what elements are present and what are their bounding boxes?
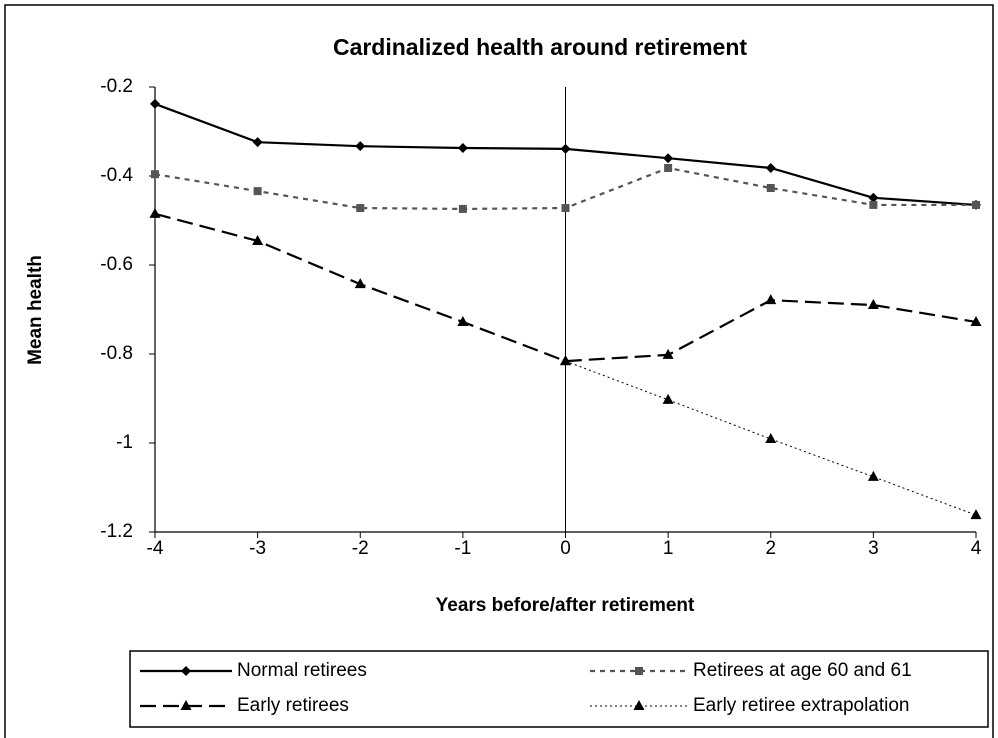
legend-label: Normal retirees	[237, 660, 367, 681]
point	[561, 204, 570, 213]
y-tick-label: -1	[116, 432, 133, 453]
point	[560, 355, 571, 366]
point	[766, 184, 775, 193]
point	[560, 143, 571, 154]
x-tick-label: -4	[147, 538, 164, 559]
point	[662, 393, 674, 404]
legend-label: Early retiree extrapolation	[693, 695, 910, 716]
point	[765, 162, 776, 173]
point	[150, 98, 160, 109]
point	[149, 207, 161, 218]
legend-label: Retirees at age 60 and 61	[693, 660, 912, 681]
point	[151, 170, 159, 179]
point	[252, 234, 264, 245]
point	[868, 192, 879, 203]
x-tick-label: 2	[765, 538, 776, 559]
x-tick-label: -3	[249, 538, 266, 559]
point	[355, 141, 366, 152]
series-line	[565, 360, 977, 516]
chart-title: Cardinalized health around retirement	[333, 34, 747, 60]
point	[867, 470, 879, 481]
y-tick-label: -0.4	[100, 165, 133, 186]
point	[252, 137, 263, 148]
y-tick-label: -1.2	[100, 521, 133, 542]
x-tick-label: 1	[663, 538, 674, 559]
point	[869, 200, 878, 209]
y-axis-label: Mean health	[25, 255, 46, 365]
point	[356, 204, 365, 213]
point	[458, 204, 467, 213]
point	[970, 509, 982, 520]
x-tick-label: 3	[868, 538, 879, 559]
point	[457, 315, 469, 326]
point	[253, 187, 262, 196]
chart-frame	[4, 4, 994, 738]
x-axis-label: Years before/after retirement	[436, 595, 695, 616]
point	[765, 294, 777, 305]
point	[972, 200, 980, 209]
legend-label: Early retirees	[237, 695, 349, 716]
x-tick-label: 4	[971, 538, 982, 559]
series-line	[154, 212, 977, 363]
point	[457, 142, 468, 153]
y-tick-label: -0.2	[100, 76, 133, 97]
legend-marker	[633, 700, 645, 710]
legend-marker	[635, 667, 643, 675]
point	[867, 299, 879, 310]
point	[354, 278, 366, 289]
point	[970, 315, 982, 326]
y-tick-label: -0.8	[100, 343, 133, 364]
legend-marker	[181, 666, 191, 676]
legend	[129, 650, 989, 728]
point	[662, 348, 674, 359]
y-tick-label: -0.6	[100, 254, 133, 275]
legend-marker	[180, 700, 192, 710]
x-tick-label: 0	[560, 538, 571, 559]
point	[765, 432, 777, 443]
point	[663, 153, 674, 164]
point	[664, 163, 673, 172]
x-tick-label: -1	[454, 538, 471, 559]
x-tick-label: -2	[352, 538, 369, 559]
